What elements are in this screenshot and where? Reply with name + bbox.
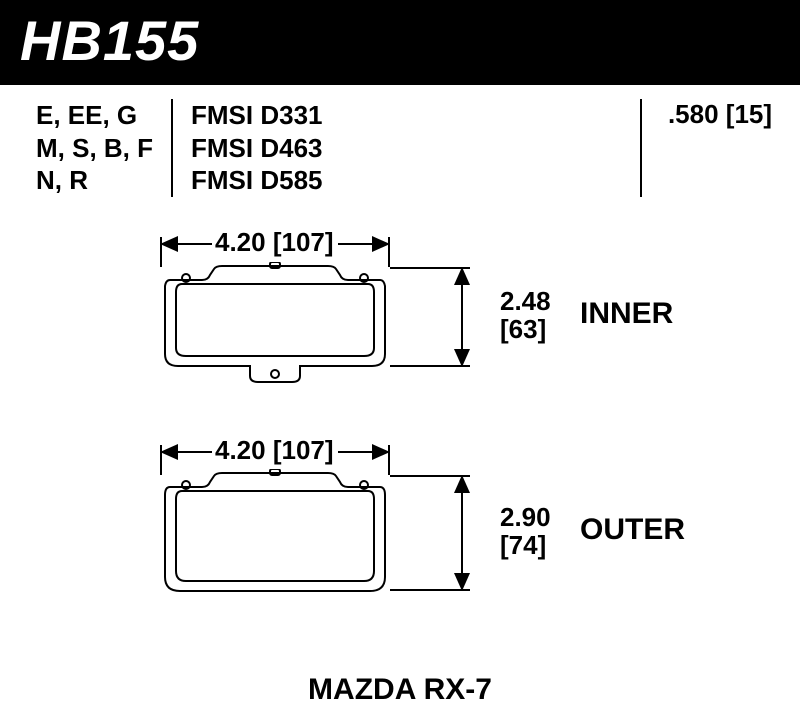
inner-label: INNER [580, 297, 673, 331]
outer-width-text: 4.20 [107] [215, 436, 334, 465]
fmsi-line: FMSI D331 [191, 99, 351, 132]
inner-height-text: 2.48 [63] [500, 287, 551, 344]
thickness-mm: [15] [726, 99, 772, 129]
header-bar: HB155 [0, 0, 800, 85]
inner-width-text: 4.20 [107] [215, 228, 334, 257]
inner-pad-outline [150, 262, 400, 392]
outer-height-dimension [452, 475, 472, 591]
thickness-column: .580 [15] [640, 99, 780, 197]
compounds-column: E, EE, G M, S, B, F N, R [36, 99, 171, 197]
outer-pad-outline [150, 469, 400, 609]
thickness-inches: .580 [668, 99, 719, 129]
vehicle-label: MAZDA RX-7 [0, 667, 800, 707]
outer-height-text: 2.90 [74] [500, 503, 551, 560]
spec-row: E, EE, G M, S, B, F N, R FMSI D331 FMSI … [0, 85, 800, 207]
inner-width-mm: [107] [273, 227, 334, 257]
outer-label: OUTER [580, 513, 685, 547]
part-number: HB155 [20, 9, 199, 72]
outer-height-mm: [74] [500, 531, 551, 560]
fmsi-column: FMSI D331 FMSI D463 FMSI D585 [171, 99, 351, 197]
compound-line: M, S, B, F [36, 132, 171, 165]
outer-width-inches: 4.20 [215, 435, 266, 465]
outer-width-mm: [107] [273, 435, 334, 465]
inner-width-inches: 4.20 [215, 227, 266, 257]
spacer [351, 99, 640, 197]
compound-line: N, R [36, 164, 171, 197]
inner-height-mm: [63] [500, 315, 551, 344]
fmsi-line: FMSI D463 [191, 132, 351, 165]
inner-height-dimension [452, 267, 472, 367]
inner-height-inches: 2.48 [500, 286, 551, 316]
compound-line: E, EE, G [36, 99, 171, 132]
outer-height-inches: 2.90 [500, 502, 551, 532]
fmsi-line: FMSI D585 [191, 164, 351, 197]
diagram-area: 4.20 [107] 2.48 [63] INNER [0, 207, 800, 667]
